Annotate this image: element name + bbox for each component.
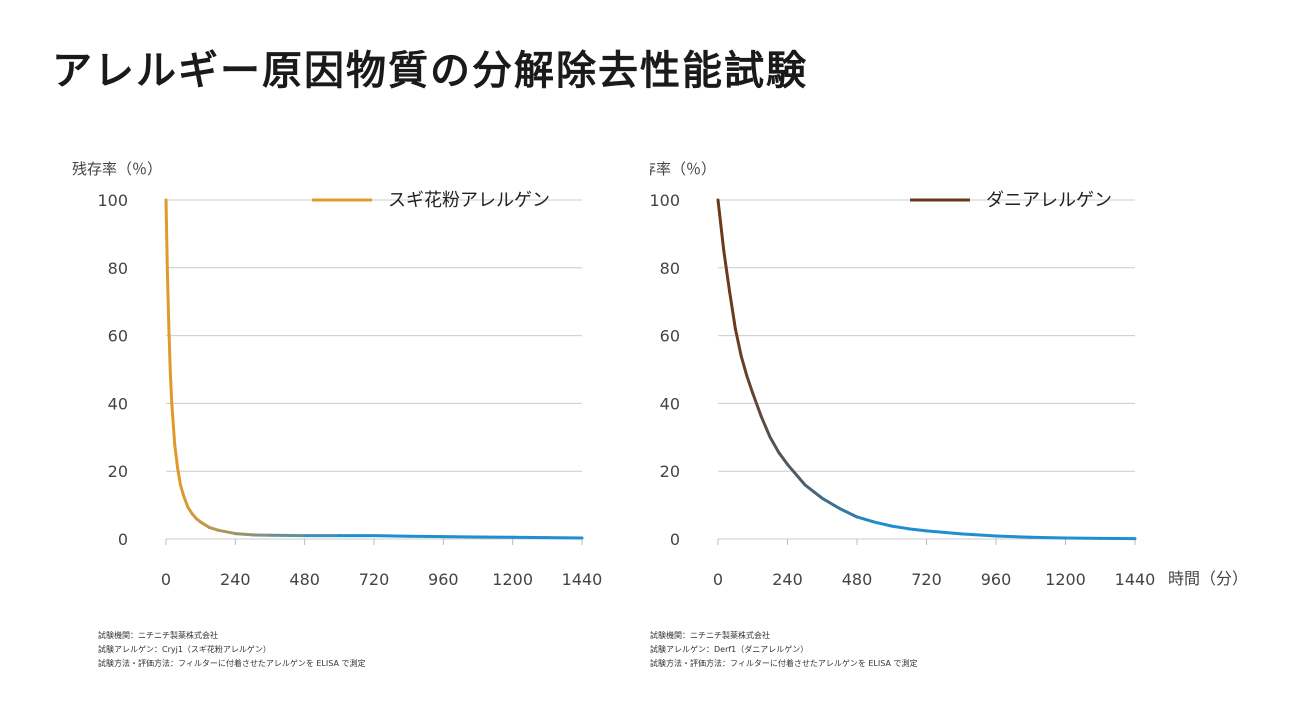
series-segment — [890, 524, 911, 531]
series-segment — [207, 525, 220, 532]
note-line: 試験方法・評価方法：フィルターに付着させたアレルゲンを ELISA で測定 — [98, 659, 366, 668]
y-tick-label: 40 — [660, 394, 680, 413]
series-segment — [716, 198, 726, 253]
series-segment — [167, 327, 172, 375]
test-notes-left: 試験機関：ニチニチ製薬株式会社 試験アレルゲン：Cryj1（スギ花粉アレルゲン）… — [98, 629, 366, 671]
note-line: 試験アレルゲン：Cryj1（スギ花粉アレルゲン） — [98, 645, 271, 654]
legend-label: ダニアレルゲン — [986, 190, 1112, 211]
y-tick-label: 0 — [670, 530, 680, 549]
y-tick-label: 60 — [660, 327, 680, 346]
note-line: 試験方法・評価方法：フィルターに付着させたアレルゲンを ELISA で測定 — [650, 659, 918, 668]
series-segment — [372, 534, 411, 538]
x-tick-label: 720 — [359, 570, 390, 589]
y-tick-label: 40 — [108, 394, 128, 413]
series-segment — [751, 391, 763, 419]
series-segment — [722, 249, 732, 294]
series-segment — [199, 520, 211, 529]
y-tick-label: 80 — [660, 259, 680, 278]
series-segment — [728, 290, 737, 331]
chart-cedar-pollen: 残存率（％） 0 20 40 60 80 100 0 240 480 720 960 1200 144… — [72, 160, 603, 589]
x-tick-label: 1440 — [1115, 570, 1156, 589]
y-tick-label: 20 — [660, 462, 680, 481]
page-title: アレルギー原因物質の分解除去性能試験 — [52, 48, 808, 94]
series-segment — [959, 532, 998, 538]
series-segment — [838, 506, 859, 519]
x-tick-label: 960 — [428, 570, 459, 589]
note-line: 試験アレルゲン：Derf1（ダニアレルゲン） — [650, 645, 809, 654]
x-tick-label: 1200 — [1045, 570, 1086, 589]
series-segment — [925, 529, 963, 536]
series-segment — [745, 374, 755, 395]
series-segment — [233, 532, 255, 537]
series-segment — [739, 354, 749, 378]
y-tick-label: 80 — [108, 259, 128, 278]
test-notes-right: 試験機関：ニチニチ製薬株式会社 試験アレルゲン：Derf1（ダニアレルゲン） 試… — [650, 629, 918, 671]
chart-dust-mite: 残存率（％） 0 20 40 60 80 100 0 240 480 720 960 1200 144… — [650, 160, 1248, 589]
series-segment — [872, 520, 894, 528]
y-tick-label: 100 — [650, 191, 680, 210]
series-segment — [181, 493, 190, 509]
series-segment — [994, 534, 1033, 539]
series-segment — [855, 515, 876, 524]
series-segment — [173, 442, 180, 470]
x-tick-label: 240 — [772, 570, 803, 589]
y-tick-label: 100 — [97, 191, 128, 210]
note-line: 試験機関：ニチニチ製薬株式会社 — [98, 631, 218, 640]
series-segment — [768, 435, 781, 455]
x-axis-title: 時間（分） — [1168, 569, 1248, 588]
series-segment — [803, 483, 824, 500]
series-segment — [216, 528, 237, 536]
x-tick-label: 0 — [713, 570, 723, 589]
series-segment — [786, 462, 807, 487]
series-segment — [170, 401, 177, 446]
series-segment — [176, 466, 182, 487]
series-segment — [165, 273, 171, 331]
series-segment — [1029, 535, 1067, 540]
series-segment — [168, 371, 174, 405]
series-segment — [178, 483, 185, 497]
series-segment — [820, 496, 842, 510]
y-axis-title: 残存率（％） — [650, 160, 716, 178]
x-tick-label: 720 — [911, 570, 942, 589]
x-tick-label: 480 — [842, 570, 873, 589]
y-axis-title: 残存率（％） — [72, 160, 162, 178]
y-tick-label: 20 — [108, 462, 128, 481]
series-segment — [164, 198, 169, 277]
x-tick-label: 480 — [289, 570, 320, 589]
x-tick-label: 960 — [981, 570, 1012, 589]
x-tick-label: 1200 — [492, 570, 533, 589]
legend-label: スギ花粉アレルゲン — [388, 190, 550, 211]
series-segment — [907, 527, 928, 533]
y-tick-label: 60 — [108, 327, 128, 346]
x-tick-label: 1440 — [562, 570, 603, 589]
x-tick-label: 0 — [161, 570, 171, 589]
series-segment — [777, 451, 789, 466]
note-line: 試験機関：ニチニチ製薬株式会社 — [650, 631, 770, 640]
y-tick-label: 0 — [118, 530, 128, 549]
x-tick-label: 240 — [220, 570, 251, 589]
series-segment — [759, 415, 772, 439]
series-segment — [733, 327, 743, 358]
